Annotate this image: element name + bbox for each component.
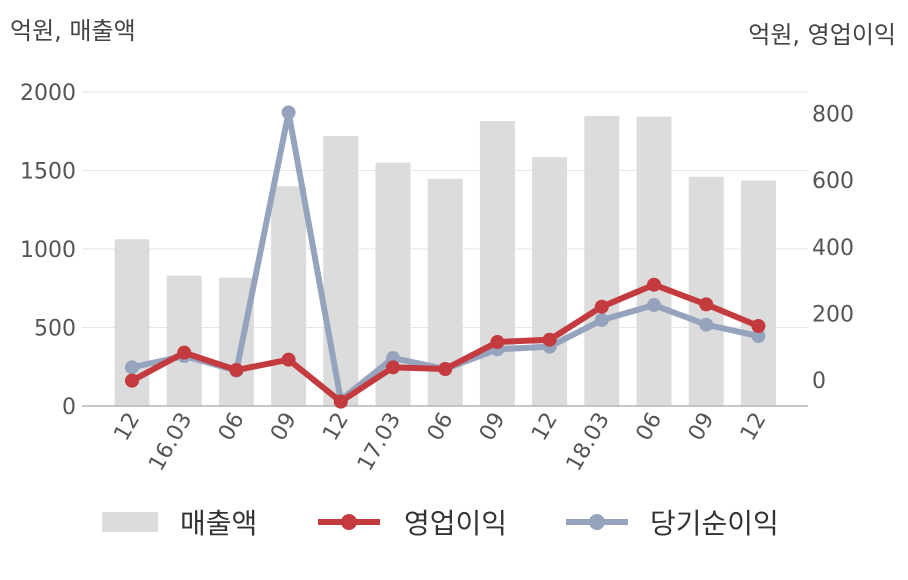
point-operating-profit — [751, 319, 766, 334]
bar-revenue — [166, 275, 202, 406]
bar-revenue — [688, 176, 724, 406]
point-net-income — [594, 313, 609, 328]
bar-revenue — [636, 116, 672, 407]
point-operating-profit — [229, 363, 244, 378]
point-operating-profit — [177, 345, 192, 360]
lines — [125, 105, 766, 409]
bar-revenue — [479, 121, 515, 407]
point-operating-profit — [438, 362, 453, 377]
x-tick-label: 17.03 — [353, 409, 406, 476]
x-tick-label: 12 — [527, 409, 563, 446]
legend-label-net-income: 당기순이익 — [650, 507, 779, 540]
x-tick-label: 09 — [475, 409, 511, 446]
legend: 매출액 영업이익 당기순이익 — [102, 507, 779, 540]
point-operating-profit — [542, 332, 557, 347]
point-operating-profit — [125, 373, 139, 388]
bar-revenue — [323, 135, 359, 406]
legend-label-operating-profit: 영업이익 — [404, 507, 507, 540]
point-net-income — [125, 360, 139, 375]
point-operating-profit — [386, 360, 400, 375]
left-tick-label: 1000 — [20, 238, 76, 263]
right-y-axis: 0 200 400 600 800 — [812, 103, 854, 395]
x-tick-label: 16.03 — [144, 409, 197, 476]
x-axis: 12 16.03 06 09 12 17.03 06 09 12 18.03 06 09 12 — [110, 409, 772, 476]
left-axis-unit: 억원, 매출액 — [10, 17, 136, 45]
point-operating-profit — [699, 297, 714, 312]
x-tick-label: 06 — [214, 409, 250, 446]
bar-revenue — [584, 115, 620, 406]
legend-marker-operating-profit — [341, 514, 357, 530]
x-tick-label: 18.03 — [562, 409, 615, 476]
left-tick-label: 1500 — [20, 160, 76, 185]
point-net-income — [751, 329, 766, 344]
right-tick-label: 600 — [812, 169, 854, 194]
point-net-income — [281, 105, 296, 120]
right-tick-label: 0 — [812, 369, 826, 394]
legend-swatch-revenue — [102, 512, 158, 532]
right-tick-label: 200 — [812, 302, 854, 327]
legend-label-revenue: 매출액 — [180, 507, 257, 540]
point-net-income — [699, 317, 714, 332]
left-tick-label: 500 — [34, 317, 76, 342]
x-tick-label: 12 — [110, 409, 146, 446]
point-operating-profit — [281, 352, 296, 367]
point-operating-profit — [490, 335, 505, 350]
point-net-income — [647, 298, 661, 313]
point-operating-profit — [594, 299, 609, 314]
right-tick-label: 400 — [812, 236, 854, 261]
point-operating-profit — [333, 394, 348, 409]
point-operating-profit — [647, 277, 661, 292]
bar-revenue — [532, 157, 568, 406]
x-tick-label: 12 — [318, 409, 354, 446]
left-tick-label: 0 — [62, 395, 76, 420]
x-tick-label: 12 — [736, 409, 772, 446]
x-tick-label: 06 — [423, 409, 459, 446]
x-tick-label: 09 — [266, 409, 302, 446]
x-tick-label: 09 — [684, 409, 720, 446]
x-tick-label: 06 — [632, 409, 668, 446]
right-axis-unit: 억원, 영업이익 — [748, 21, 896, 49]
bar-revenue — [740, 180, 776, 406]
legend-marker-net-income — [589, 514, 605, 530]
left-tick-label: 2000 — [20, 81, 76, 106]
right-tick-label: 800 — [812, 103, 854, 128]
left-y-axis: 0 500 1000 1500 2000 — [20, 81, 76, 420]
